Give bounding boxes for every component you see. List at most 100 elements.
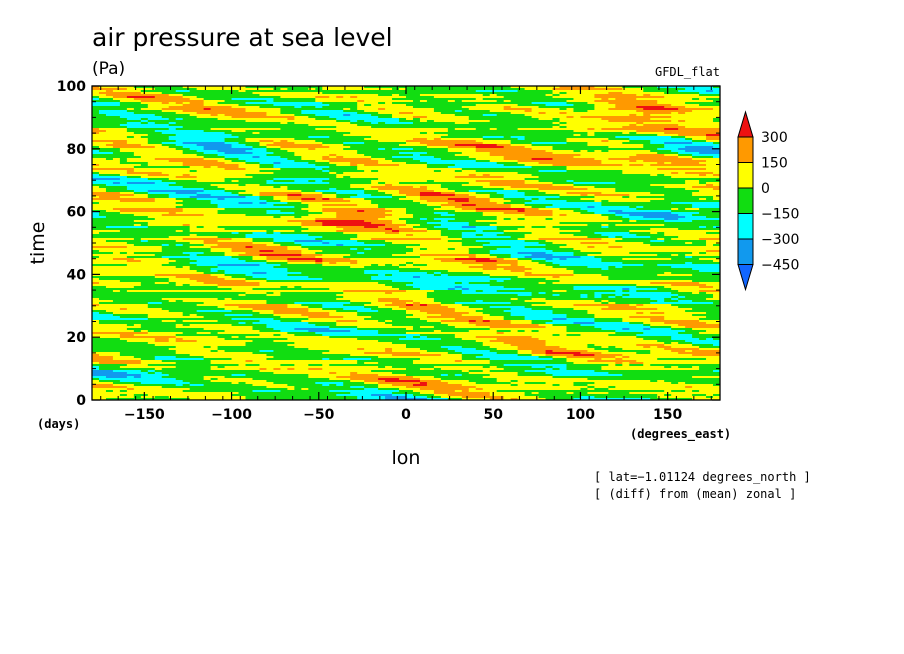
field-cell — [657, 340, 686, 343]
field-cell — [252, 276, 309, 279]
field-cell — [622, 354, 693, 357]
field-cell — [489, 350, 519, 353]
field-cell — [510, 256, 526, 259]
field-cell — [524, 306, 553, 309]
field-cell — [287, 158, 302, 161]
field-cell — [92, 134, 149, 137]
field-cell — [671, 284, 707, 287]
field-cell — [622, 258, 672, 261]
field-cell — [231, 298, 337, 301]
field-cell — [385, 212, 407, 215]
field-cell — [378, 330, 435, 333]
field-cell — [357, 348, 365, 351]
field-cell — [482, 308, 512, 311]
field-cell — [678, 254, 686, 257]
field-cell — [671, 210, 720, 213]
field-cell — [643, 322, 665, 325]
field-cell — [482, 186, 512, 189]
field-cell — [92, 264, 128, 267]
field-cell — [378, 112, 400, 115]
field-cell — [545, 192, 567, 195]
field-cell — [587, 134, 595, 137]
field-cell — [238, 258, 253, 261]
field-cell — [671, 258, 700, 261]
field-cell — [671, 350, 686, 353]
field-cell — [454, 258, 491, 261]
field-cell — [378, 374, 407, 377]
field-cell — [92, 354, 100, 357]
field-cell — [412, 122, 456, 125]
field-cell — [133, 136, 142, 139]
field-cell — [168, 138, 225, 141]
field-cell — [489, 182, 526, 185]
field-cell — [447, 382, 477, 385]
field-cell — [454, 164, 505, 167]
field-cell — [147, 142, 163, 145]
field-cell — [329, 136, 372, 139]
field-cell — [671, 338, 700, 341]
y-tick-label: 20 — [67, 330, 87, 346]
field-cell — [496, 202, 505, 205]
field-cell — [196, 310, 232, 313]
field-cell — [475, 170, 539, 173]
field-cell — [461, 170, 477, 173]
field-cell — [671, 136, 686, 139]
field-cell — [357, 314, 414, 317]
field-cell — [419, 380, 442, 383]
field-cell — [468, 250, 491, 253]
field-cell — [98, 362, 142, 365]
field-cell — [699, 174, 707, 177]
field-cell — [210, 274, 225, 277]
field-cell — [217, 348, 309, 351]
field-cell — [294, 240, 323, 243]
field-cell — [210, 194, 239, 197]
field-cell — [566, 126, 623, 129]
field-cell — [419, 368, 435, 371]
field-cell — [545, 218, 553, 221]
field-cell — [538, 176, 672, 179]
field-cell — [92, 306, 149, 309]
field-cell — [524, 370, 595, 373]
field-cell — [643, 124, 679, 127]
field-cell — [189, 398, 246, 400]
field-cell — [119, 354, 191, 357]
field-cell — [98, 320, 163, 323]
field-cell — [503, 258, 519, 261]
field-cell — [601, 160, 630, 163]
field-cell — [399, 198, 421, 201]
field-cell — [385, 122, 414, 125]
field-cell — [287, 196, 323, 199]
field-cell — [273, 292, 281, 295]
field-cell — [699, 252, 707, 255]
field-cell — [92, 304, 100, 307]
field-cell — [92, 346, 177, 349]
field-cell — [615, 356, 623, 359]
field-cell — [378, 188, 428, 191]
field-cell — [252, 238, 274, 241]
field-cell — [203, 190, 225, 193]
field-cell — [301, 286, 393, 289]
field-cell — [322, 334, 421, 337]
field-cell — [594, 200, 602, 203]
field-cell — [496, 390, 665, 393]
field-cell — [580, 294, 588, 297]
field-cell — [217, 198, 225, 201]
field-cell — [475, 240, 526, 243]
field-cell — [98, 86, 135, 89]
field-cell — [594, 150, 602, 153]
field-cell — [105, 188, 128, 191]
field-cell — [399, 230, 428, 233]
field-cell — [692, 262, 720, 265]
field-cell — [650, 192, 693, 195]
field-cell — [559, 346, 588, 349]
field-cell — [545, 278, 609, 281]
field-cell — [664, 186, 693, 189]
field-cell — [426, 188, 449, 191]
field-cell — [224, 114, 267, 117]
field-cell — [489, 326, 546, 329]
field-cell — [468, 198, 491, 201]
field-cell — [308, 348, 358, 351]
field-cell — [259, 166, 274, 169]
field-cell — [161, 102, 170, 105]
field-cell — [650, 346, 658, 349]
